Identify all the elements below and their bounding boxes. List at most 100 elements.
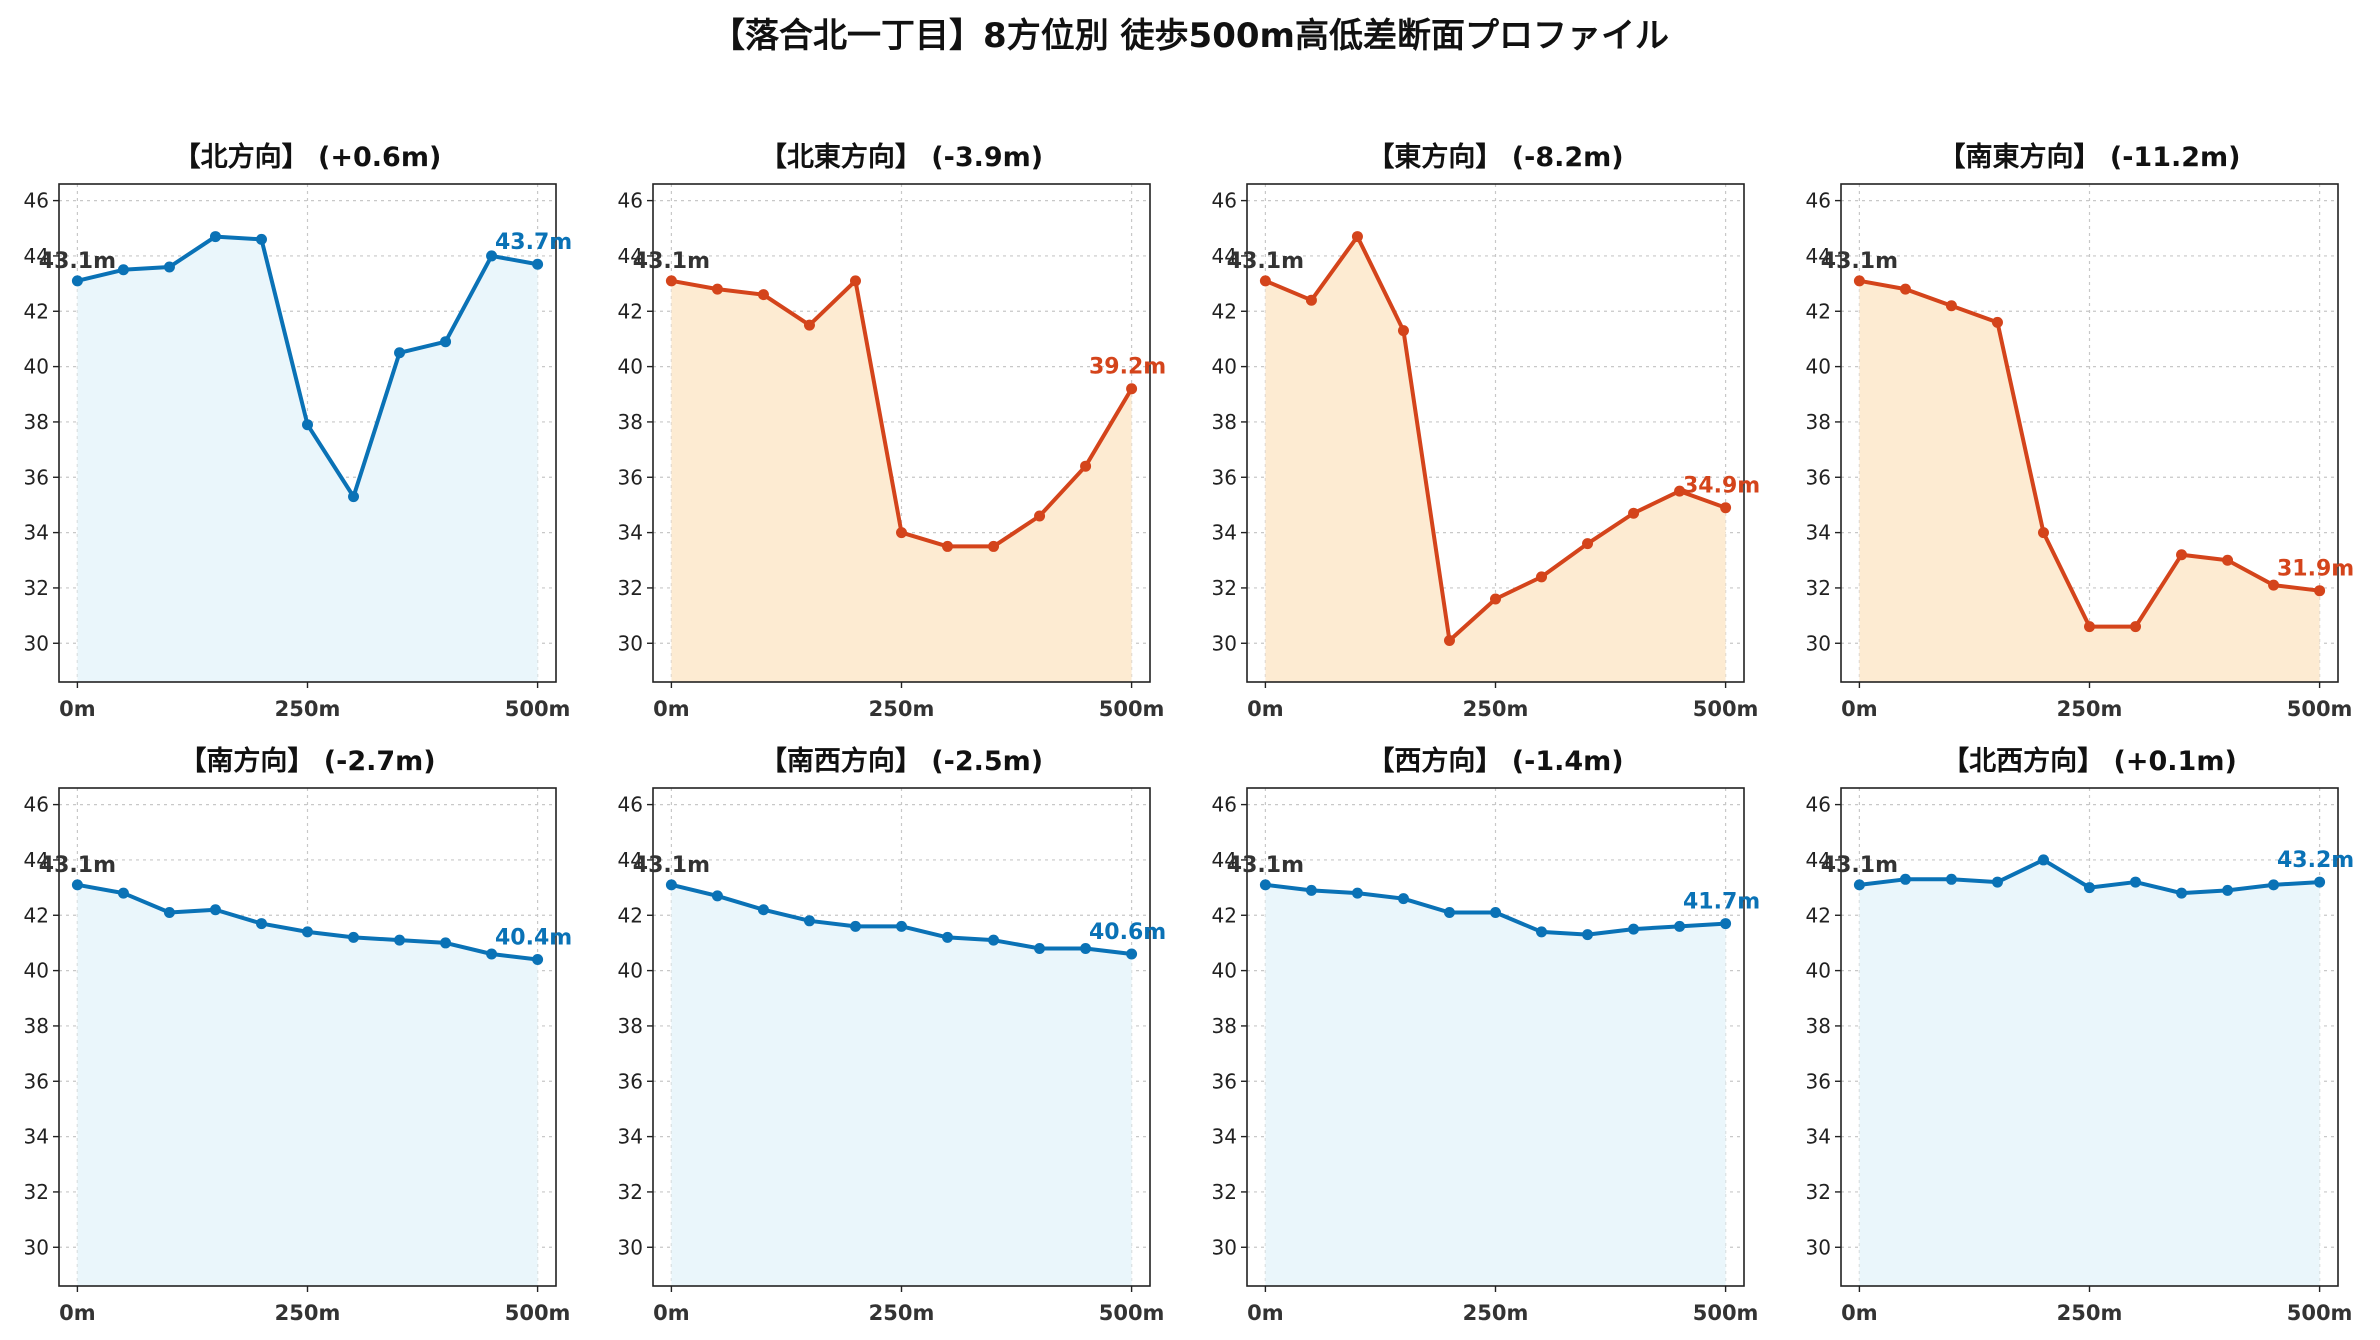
panel-title: 【南西方向】 (-2.5m) xyxy=(760,745,1043,777)
data-point xyxy=(1853,879,1865,891)
y-tick-label: 46 xyxy=(618,793,643,817)
y-tick-label: 36 xyxy=(24,1069,49,1093)
x-tick-label: 0m xyxy=(59,1301,96,1325)
area-fill xyxy=(1265,884,1726,1286)
data-point xyxy=(2130,876,2142,888)
page-title: 【落合北一丁目】8方位別 徒歩500m高低差断面プロファイル xyxy=(711,16,1669,56)
data-point xyxy=(348,931,360,943)
panel-title: 【南東方向】 (-11.2m) xyxy=(1938,141,2240,173)
panel-title: 【北西方向】 (+0.1m) xyxy=(1942,745,2237,777)
data-point xyxy=(209,904,221,916)
y-tick-label: 30 xyxy=(24,1235,49,1259)
start-label: 43.1m xyxy=(1821,249,1898,274)
y-tick-label: 44 xyxy=(1212,848,1237,872)
y-tick-label: 36 xyxy=(1212,465,1237,489)
y-tick-label: 32 xyxy=(24,1180,49,1204)
y-tick-label: 40 xyxy=(1806,959,1831,983)
y-tick-label: 40 xyxy=(24,355,49,379)
data-point xyxy=(942,931,954,943)
data-point xyxy=(1259,879,1271,891)
y-tick-label: 44 xyxy=(24,244,49,268)
data-point xyxy=(255,233,267,245)
panel-title: 【東方向】 (-8.2m) xyxy=(1367,141,1623,173)
start-label: 43.1m xyxy=(39,249,116,274)
x-tick-label: 0m xyxy=(653,1301,690,1325)
y-tick-label: 34 xyxy=(618,521,643,545)
chart-panel: 【北西方向】 (+0.1m) 30 32 34 36 38 40 42 44 46 0m 250m 50… xyxy=(1806,745,2355,1325)
data-point xyxy=(2084,621,2095,633)
data-point xyxy=(394,934,406,946)
y-tick-label: 32 xyxy=(618,576,643,600)
data-point xyxy=(849,920,861,932)
chart-panel: 【南西方向】 (-2.5m) 30 32 34 36 38 40 42 44 46 0m 250m 50… xyxy=(618,745,1167,1325)
data-point xyxy=(2314,876,2326,888)
y-tick-label: 38 xyxy=(618,1014,643,1038)
y-tick-label: 40 xyxy=(618,355,643,379)
data-point xyxy=(1899,873,1911,885)
y-tick-label: 34 xyxy=(24,1125,49,1149)
x-tick-label: 500m xyxy=(505,1301,571,1325)
data-point xyxy=(1853,275,1865,287)
data-point xyxy=(665,879,677,891)
y-tick-label: 30 xyxy=(618,631,643,655)
x-tick-label: 0m xyxy=(1841,1301,1878,1325)
y-tick-label: 38 xyxy=(1212,410,1237,434)
x-tick-label: 0m xyxy=(1247,1301,1284,1325)
data-point xyxy=(757,904,769,916)
data-point xyxy=(896,527,907,539)
chart-panel: 【北東方向】 (-3.9m) 30 32 34 36 38 40 42 44 46 0m 250m 50… xyxy=(618,141,1167,721)
y-tick-label: 44 xyxy=(1806,848,1831,872)
data-point xyxy=(665,275,677,287)
data-point xyxy=(988,540,1000,552)
y-tick-label: 40 xyxy=(1212,959,1237,983)
x-tick-label: 0m xyxy=(653,697,690,721)
y-tick-label: 46 xyxy=(1212,793,1237,817)
y-tick-label: 32 xyxy=(24,576,49,600)
y-tick-label: 42 xyxy=(1806,299,1831,323)
x-tick-label: 500m xyxy=(1693,1301,1759,1325)
y-tick-label: 40 xyxy=(1806,355,1831,379)
y-tick-label: 34 xyxy=(1806,1125,1831,1149)
y-tick-label: 30 xyxy=(618,1235,643,1259)
data-point xyxy=(1945,873,1957,885)
y-tick-label: 36 xyxy=(1806,465,1831,489)
chart-panel: 【南東方向】 (-11.2m) 30 32 34 36 38 40 42 44 46 0m 250m 5… xyxy=(1806,141,2355,721)
data-point xyxy=(2222,554,2234,566)
panel-title: 【北方向】 (+0.6m) xyxy=(174,141,442,173)
end-label: 34.9m xyxy=(1683,474,1760,499)
data-point xyxy=(1080,942,1092,954)
y-tick-label: 46 xyxy=(24,793,49,817)
data-point xyxy=(1397,325,1409,337)
y-tick-label: 36 xyxy=(1806,1069,1831,1093)
x-tick-label: 250m xyxy=(2057,1301,2123,1325)
y-tick-label: 30 xyxy=(1212,1235,1237,1259)
chart-panel: 【東方向】 (-8.2m) 30 32 34 36 38 40 42 44 46 0m 250m 500… xyxy=(1212,141,1761,721)
data-point xyxy=(1034,510,1046,522)
y-tick-label: 42 xyxy=(618,903,643,927)
data-point xyxy=(1126,948,1138,960)
y-tick-label: 44 xyxy=(1806,244,1831,268)
data-point xyxy=(1674,485,1686,497)
area-fill xyxy=(77,884,538,1286)
y-tick-label: 30 xyxy=(1212,631,1237,655)
y-tick-label: 36 xyxy=(24,465,49,489)
data-point xyxy=(896,920,907,932)
data-point xyxy=(348,491,360,503)
y-tick-label: 38 xyxy=(24,410,49,434)
start-label: 43.1m xyxy=(633,249,710,274)
y-tick-label: 32 xyxy=(1212,576,1237,600)
y-tick-label: 30 xyxy=(24,631,49,655)
data-point xyxy=(302,419,313,431)
x-tick-label: 250m xyxy=(869,697,935,721)
data-point xyxy=(1720,918,1732,930)
data-point xyxy=(1720,502,1732,514)
y-tick-label: 34 xyxy=(1212,1125,1237,1149)
y-tick-label: 38 xyxy=(1806,410,1831,434)
y-tick-label: 42 xyxy=(24,903,49,927)
data-point xyxy=(2037,854,2049,866)
data-point xyxy=(1536,926,1548,938)
data-point xyxy=(1991,876,2003,888)
start-label: 43.1m xyxy=(1227,853,1304,878)
data-point xyxy=(255,918,267,930)
data-point xyxy=(2176,887,2188,899)
